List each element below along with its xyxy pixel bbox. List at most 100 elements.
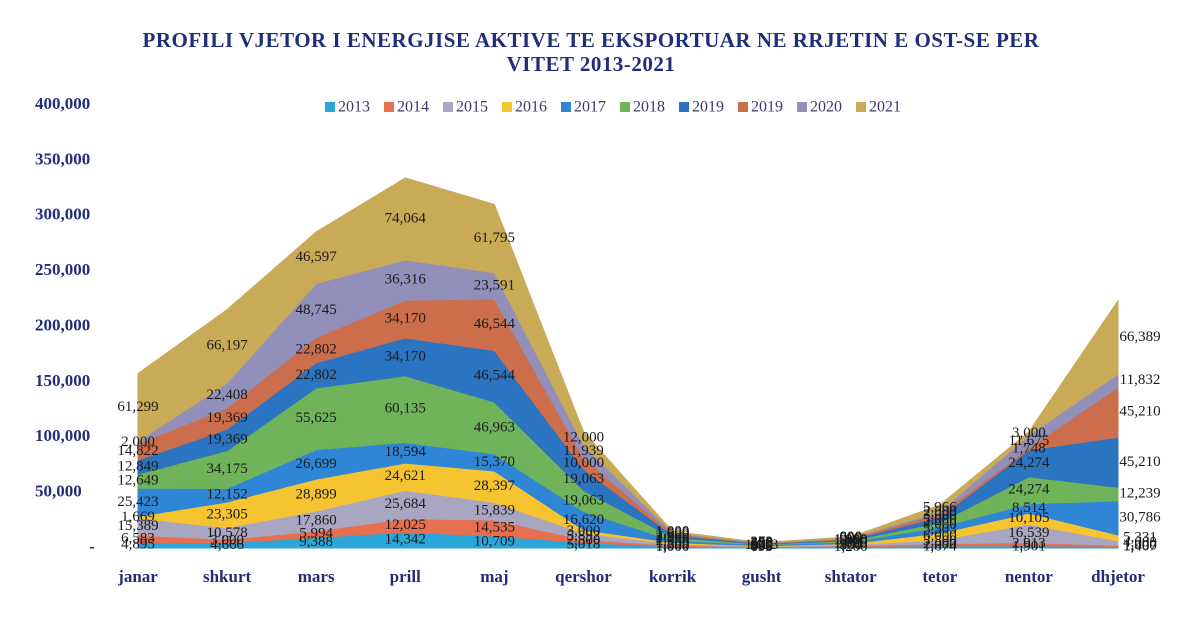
legend-swatch	[856, 102, 866, 112]
data-label: 74,064	[385, 210, 427, 226]
data-label: 24,274	[1008, 482, 1050, 498]
legend-label: 2019	[751, 99, 783, 116]
legend-swatch	[797, 102, 807, 112]
data-label: 18,594	[385, 444, 427, 460]
data-label: 5,018	[567, 537, 601, 553]
data-label: 22,802	[296, 367, 337, 383]
data-label: 500	[750, 535, 773, 551]
data-label: 1,748	[1012, 440, 1046, 456]
data-label: 48,745	[296, 302, 337, 318]
data-label: 5,994	[299, 526, 333, 542]
data-label: 45,210	[1119, 454, 1160, 470]
legend-swatch	[561, 102, 571, 112]
legend-swatch	[384, 102, 394, 112]
x-tick-label: prill	[390, 567, 421, 586]
data-label: 800	[839, 538, 862, 554]
data-label: 4,000	[1123, 535, 1157, 551]
data-label: 2,000	[121, 434, 155, 450]
data-label: 6,000	[923, 528, 957, 544]
data-label: 15,839	[474, 503, 515, 519]
data-label: 16,539	[1008, 525, 1049, 541]
data-label: 2,000	[923, 504, 957, 520]
data-label: 3,000	[923, 507, 957, 523]
legend-label: 2015	[456, 99, 488, 116]
data-label: 10,105	[1008, 510, 1049, 526]
data-label: 3,500	[923, 533, 957, 549]
data-label: 1,200	[656, 536, 690, 552]
x-tick-label: janar	[117, 567, 158, 586]
y-tick-label: 200,000	[35, 315, 90, 334]
data-label: 695	[750, 539, 773, 555]
data-label: 8,514	[1012, 500, 1046, 516]
legend-label: 2018	[633, 99, 665, 116]
x-tick-label: qershor	[555, 567, 612, 586]
legend-swatch	[325, 102, 335, 112]
data-label: 600	[750, 536, 773, 552]
y-tick-label: 400,000	[35, 94, 90, 113]
data-label: 36,316	[385, 272, 427, 288]
data-label: 10,000	[563, 455, 604, 471]
data-label: 1,000	[1123, 537, 1157, 553]
data-label: 3,000	[210, 533, 244, 549]
x-tick-label: dhjetor	[1091, 567, 1145, 586]
data-label: 2,913	[1012, 536, 1046, 552]
data-label: 46,544	[474, 316, 516, 332]
data-label: 11,675	[1009, 433, 1050, 449]
data-label: 1,874	[923, 538, 957, 554]
data-label: 5,000	[923, 511, 957, 527]
chart-title: PROFILI VJETOR I ENERGJISE AKTIVE TE EKS…	[142, 28, 1040, 76]
data-label: 1,000	[656, 524, 690, 540]
data-label: 19,063	[563, 492, 604, 508]
data-label: 600	[839, 530, 862, 546]
data-label: 55,625	[296, 410, 337, 426]
x-tick-label: gusht	[742, 567, 782, 586]
data-label: 28,899	[296, 487, 337, 503]
data-label: 12,025	[385, 517, 426, 533]
data-label: 4,000	[923, 516, 957, 532]
data-label: 1,000	[834, 536, 868, 552]
data-label: 9,388	[299, 534, 333, 550]
data-label: 22,802	[296, 342, 337, 358]
legend-swatch	[738, 102, 748, 112]
data-label: 28,397	[474, 478, 516, 494]
x-tick-label: korrik	[649, 567, 697, 586]
data-label: 26,699	[296, 456, 337, 472]
data-label: 66,389	[1119, 329, 1160, 345]
data-label: 1,033	[745, 537, 779, 553]
data-label: 45,210	[1119, 404, 1160, 420]
legend: 2013 2014 2015 2016 2017 2018 2019 2019 2020 2021	[325, 99, 901, 116]
data-label: 14,822	[117, 443, 158, 459]
data-label: 800	[839, 529, 862, 545]
data-label: 46,963	[474, 419, 515, 435]
data-label: 1,300	[834, 533, 868, 549]
data-label: 24,621	[385, 468, 426, 484]
legend-swatch	[620, 102, 630, 112]
legend-label: 2017	[574, 99, 606, 116]
data-label: 15,370	[474, 454, 515, 470]
data-label: 5,966	[923, 500, 957, 516]
data-label: 272	[750, 534, 773, 550]
data-label: 30,786	[1119, 509, 1161, 525]
data-label: 16,620	[563, 512, 604, 528]
data-label: 1,669	[121, 509, 155, 525]
legend-label: 2020	[810, 99, 842, 116]
data-label: 6,583	[121, 530, 155, 546]
area	[137, 177, 1119, 544]
data-label: 23,305	[206, 506, 247, 522]
data-label: 12,649	[117, 473, 158, 489]
data-label: 300	[750, 538, 773, 554]
data-label: 23,591	[474, 277, 515, 293]
y-tick-label: 250,000	[35, 260, 90, 279]
data-label: 46,597	[296, 249, 338, 265]
legend-label: 2021	[869, 99, 901, 116]
data-label: 2,000	[923, 536, 957, 552]
data-label: 15,389	[117, 518, 158, 534]
data-label: 22,408	[206, 387, 247, 403]
data-label: 300	[750, 534, 773, 550]
x-tick-label: maj	[480, 567, 508, 586]
y-tick-label: 100,000	[35, 426, 90, 445]
data-label: 3,000	[567, 523, 601, 539]
data-label: 3,000	[1012, 425, 1046, 441]
x-tick-label: tetor	[922, 567, 957, 586]
